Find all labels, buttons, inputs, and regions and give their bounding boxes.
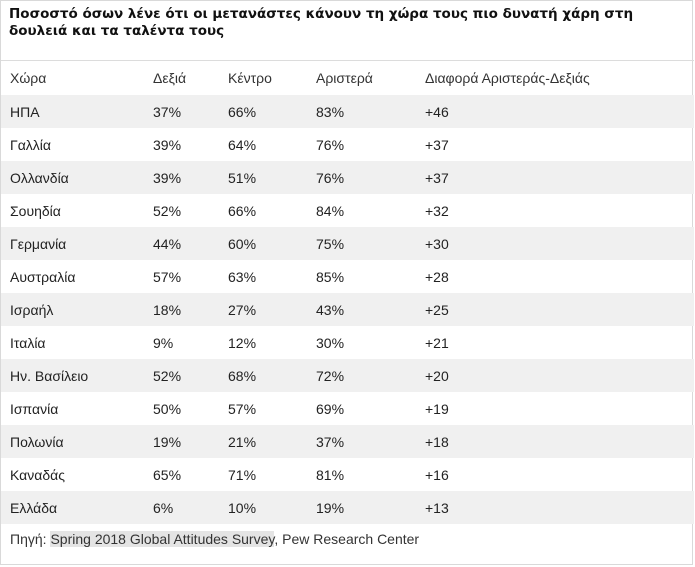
cell-country: Πολωνία [1, 425, 153, 458]
cell-left: 72% [316, 359, 425, 392]
cell-difference: +30 [425, 227, 694, 260]
cell-left: 30% [316, 334, 345, 351]
cell-difference: +46 [425, 95, 694, 128]
cell-country: Ισραήλ [1, 293, 153, 326]
cell-center: 71% [228, 466, 257, 483]
cell-center: 66% [228, 202, 257, 219]
cell-country: Γερμανία [1, 227, 153, 260]
cell-center: 12% [228, 334, 257, 351]
cell-right: 44% [153, 227, 228, 260]
cell-difference: +16 [425, 466, 449, 483]
table-row: Καναδάς 65% 71% 81% +16 [1, 458, 694, 491]
cell-center: 21% [228, 425, 316, 458]
cell-country: Ισπανία [10, 400, 59, 417]
header-row: Χώρα Δεξιά Κέντρο Αριστερά Διαφορά Αριστ… [1, 61, 694, 95]
table-row: Γαλλία 39% 64% 76% +37 [1, 128, 694, 161]
source-prefix: Πηγή: [10, 531, 51, 547]
cell-center: 66% [228, 95, 316, 128]
cell-country: Αυστραλία [10, 268, 76, 285]
cell-difference: +18 [425, 425, 694, 458]
cell-center: 51% [228, 161, 316, 194]
cell-difference: +13 [425, 491, 694, 524]
cell-center: 27% [228, 293, 316, 326]
cell-center: 57% [228, 400, 257, 417]
cell-difference: +32 [425, 202, 449, 219]
table-row: Ιταλία 9% 12% 30% +21 [1, 326, 694, 359]
column-header-center: Κέντρο [228, 70, 272, 86]
source-note: Πηγή: Spring 2018 Global Attitudes Surve… [10, 531, 419, 547]
cell-center: 10% [228, 491, 316, 524]
table-row: Ισπανία 50% 57% 69% +19 [1, 392, 694, 425]
cell-difference: +20 [425, 359, 694, 392]
cell-center: 64% [228, 136, 257, 153]
cell-right: 19% [153, 425, 228, 458]
cell-center: 63% [228, 268, 257, 285]
column-header-difference: Διαφορά Αριστεράς-Δεξιάς [425, 70, 590, 86]
cell-left: 75% [316, 227, 425, 260]
table-row: Αυστραλία 57% 63% 85% +28 [1, 260, 694, 293]
table-row: Σουηδία 52% 66% 84% +32 [1, 194, 694, 227]
cell-right: 37% [153, 95, 228, 128]
cell-right: 52% [153, 202, 182, 219]
table-body: ΗΠΑ 37% 66% 83% +46 Γαλλία 39% 64% 76% +37 Ολλανδί… [1, 95, 694, 524]
table-row: Ολλανδία 39% 51% 76% +37 [1, 161, 694, 194]
cell-right: 52% [153, 359, 228, 392]
cell-center: 68% [228, 359, 316, 392]
cell-country: Καναδάς [10, 466, 65, 483]
cell-left: 81% [316, 466, 345, 483]
cell-difference: +28 [425, 268, 449, 285]
cell-left: 84% [316, 202, 345, 219]
cell-right: 50% [153, 400, 182, 417]
cell-difference: +21 [425, 334, 449, 351]
cell-left: 83% [316, 95, 425, 128]
cell-right: 57% [153, 268, 182, 285]
table-row: Ελλάδα 6% 10% 19% +13 [1, 491, 694, 524]
cell-right: 39% [153, 136, 182, 153]
table-row: Ην. Βασίλειο 52% 68% 72% +20 [1, 359, 694, 392]
cell-right: 9% [153, 334, 174, 351]
cell-left: 76% [316, 161, 425, 194]
cell-country: Ην. Βασίλειο [1, 359, 153, 392]
cell-country: Σουηδία [10, 202, 61, 219]
cell-difference: +37 [425, 136, 449, 153]
cell-difference: +25 [425, 293, 694, 326]
cell-country: ΗΠΑ [1, 95, 153, 128]
cell-country: Ιταλία [10, 334, 46, 351]
table-title: Ποσοστό όσων λένε ότι οι μετανάστες κάνο… [9, 6, 634, 39]
data-table: Χώρα Δεξιά Κέντρο Αριστερά Διαφορά Αριστ… [1, 61, 694, 524]
cell-center: 60% [228, 227, 316, 260]
cell-left: 85% [316, 268, 345, 285]
table-row: Πολωνία 19% 21% 37% +18 [1, 425, 694, 458]
cell-left: 43% [316, 293, 425, 326]
cell-left: 69% [316, 400, 345, 417]
header-divider [1, 60, 694, 61]
table-row: ΗΠΑ 37% 66% 83% +46 [1, 95, 694, 128]
source-suffix: , Pew Research Center [274, 531, 420, 547]
cell-left: 37% [316, 425, 425, 458]
column-header-left: Αριστερά [316, 70, 373, 86]
column-header-country: Χώρα [10, 70, 47, 86]
table-row: Ισραήλ 18% 27% 43% +25 [1, 293, 694, 326]
cell-difference: +19 [425, 400, 449, 417]
cell-right: 18% [153, 293, 228, 326]
cell-left: 19% [316, 491, 425, 524]
cell-right: 39% [153, 161, 228, 194]
cell-country: Ολλανδία [1, 161, 153, 194]
cell-country: Γαλλία [10, 136, 52, 153]
cell-right: 6% [153, 491, 228, 524]
cell-right: 65% [153, 466, 182, 483]
table-row: Γερμανία 44% 60% 75% +30 [1, 227, 694, 260]
cell-difference: +37 [425, 161, 694, 194]
column-header-right: Δεξιά [153, 70, 187, 86]
cell-left: 76% [316, 136, 345, 153]
source-survey-link[interactable]: Spring 2018 Global Attitudes Survey [50, 531, 275, 547]
cell-country: Ελλάδα [1, 491, 153, 524]
